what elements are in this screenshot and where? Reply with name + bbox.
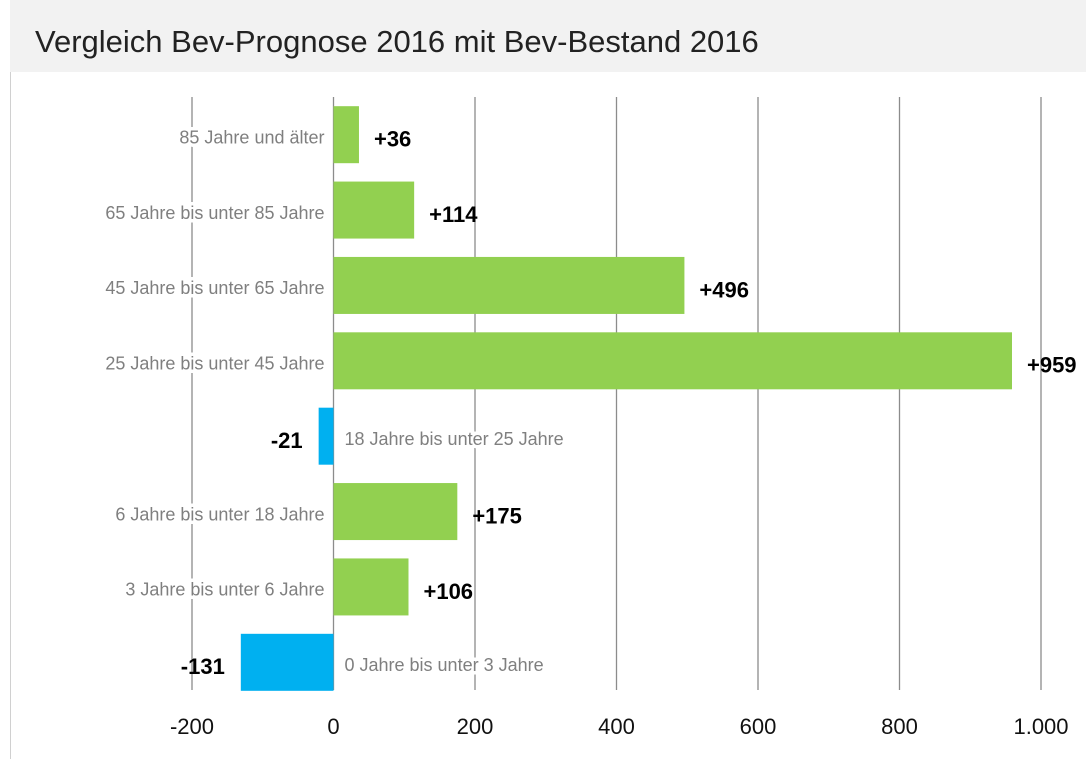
bar xyxy=(333,332,1012,390)
bar xyxy=(333,181,415,239)
category-label: 3 Jahre bis unter 6 Jahre xyxy=(125,580,324,600)
bar xyxy=(333,483,458,541)
category-label: 18 Jahre bis unter 25 Jahre xyxy=(345,429,564,449)
category-label: 25 Jahre bis unter 45 Jahre xyxy=(105,354,324,374)
value-label: +496 xyxy=(699,277,749,302)
category-label: 0 Jahre bis unter 3 Jahre xyxy=(345,655,544,675)
x-tick-label: -200 xyxy=(170,714,214,739)
value-label: +106 xyxy=(423,579,473,604)
category-label: 6 Jahre bis unter 18 Jahre xyxy=(115,504,324,524)
value-label: +175 xyxy=(472,503,522,528)
x-tick-label: 400 xyxy=(598,714,635,739)
bar xyxy=(240,633,334,691)
value-label: +959 xyxy=(1027,353,1077,378)
bar xyxy=(318,407,334,465)
x-tick-label: 0 xyxy=(327,714,339,739)
x-tick-label: 600 xyxy=(740,714,777,739)
bar xyxy=(333,106,359,164)
x-tick-label: 200 xyxy=(457,714,494,739)
bar xyxy=(333,256,685,314)
value-label: -21 xyxy=(271,428,303,453)
category-label: 65 Jahre bis unter 85 Jahre xyxy=(105,203,324,223)
value-label: +36 xyxy=(374,127,411,152)
x-tick-label: 800 xyxy=(881,714,918,739)
value-label: -131 xyxy=(181,654,225,679)
title-bar xyxy=(10,0,1086,72)
value-label: +114 xyxy=(429,202,478,227)
chart-title: Vergleich Bev-Prognose 2016 mit Bev-Best… xyxy=(35,24,759,59)
x-tick-label: 1.000 xyxy=(1013,714,1068,739)
category-label: 85 Jahre und älter xyxy=(179,127,324,147)
category-label: 45 Jahre bis unter 65 Jahre xyxy=(105,278,324,298)
bar xyxy=(333,558,409,616)
